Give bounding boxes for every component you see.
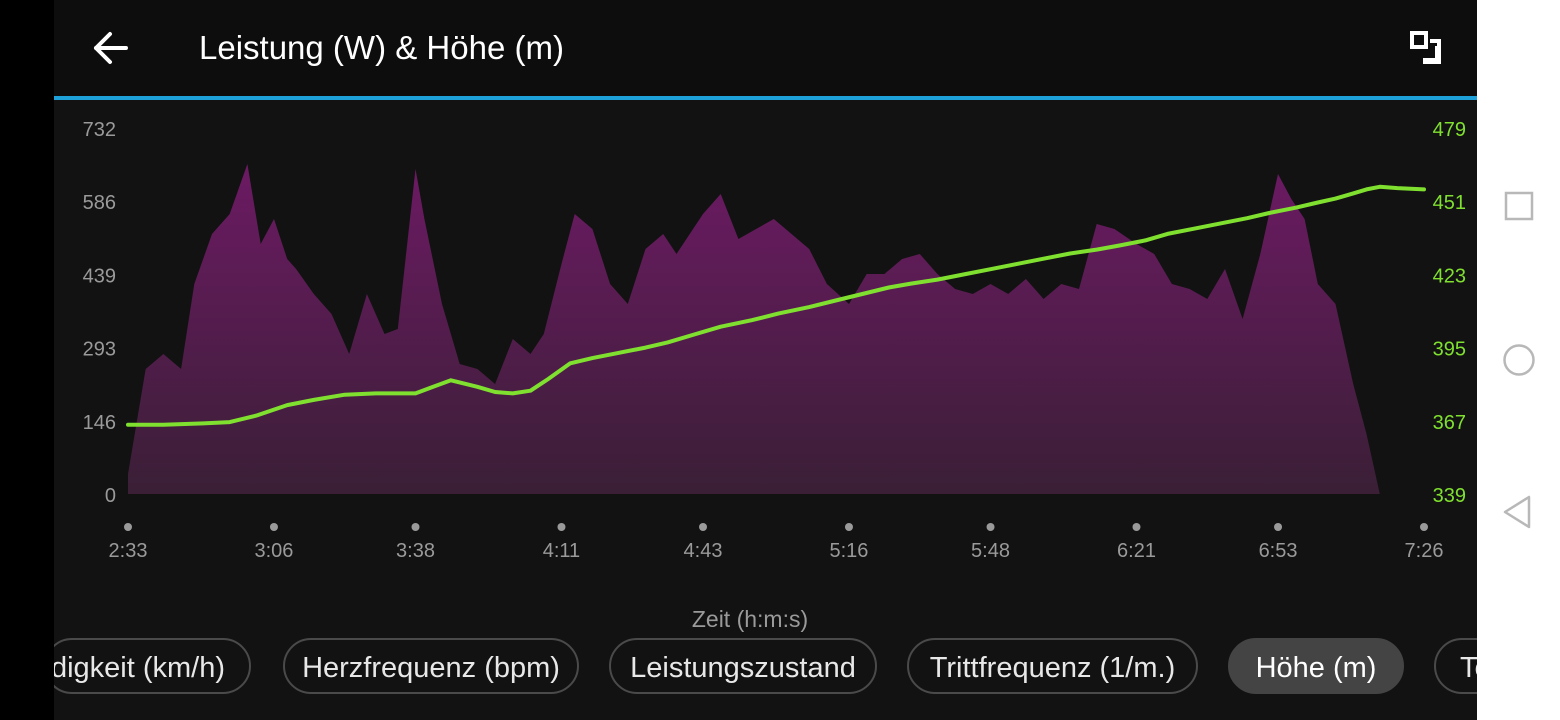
x-axis-tick-label: 5:48 [971, 540, 1010, 562]
expand-button[interactable] [1408, 30, 1448, 70]
app-header: Leistung (W) & Höhe (m) [54, 0, 1477, 96]
x-axis-tick-label: 3:06 [254, 540, 293, 562]
right-axis-tick-label: 367 [1433, 412, 1466, 434]
x-axis-tick-dot [699, 523, 708, 531]
x-axis-tick-label: 7:26 [1405, 540, 1444, 562]
back-button[interactable] [88, 26, 132, 70]
right-axis-tick-label: 451 [1433, 192, 1466, 214]
right-axis-tick-label: 339 [1433, 485, 1466, 507]
metric-pill[interactable]: Höhe (m) [1228, 638, 1404, 694]
metric-pill[interactable]: Te [1434, 638, 1477, 694]
x-axis-tick-dot [269, 523, 278, 531]
metric-pill[interactable]: Herzfrequenz (bpm) [283, 638, 579, 694]
left-axis-tick-label: 0 [105, 485, 116, 507]
x-axis-tick-dot [557, 523, 566, 531]
header-accent-line [54, 96, 1477, 100]
x-axis-tick-label: 2:33 [109, 540, 148, 562]
x-axis-tick-label: 6:21 [1117, 540, 1156, 562]
page-title: Leistung (W) & Höhe (m) [199, 29, 564, 66]
left-edge-bar [0, 0, 54, 720]
metric-pill[interactable]: digkeit (km/h) [54, 638, 251, 694]
right-axis-tick-label: 423 [1433, 265, 1466, 287]
x-axis-tick-label: 5:16 [830, 540, 869, 562]
arrow-left-icon [94, 32, 128, 64]
expand-icon [1410, 31, 1441, 64]
left-axis-tick-label: 732 [83, 119, 116, 141]
x-axis-tick-dot [844, 523, 853, 531]
x-axis-tick-label: 6:53 [1259, 540, 1298, 562]
system-nav-bar [1477, 0, 1560, 720]
x-axis-tick-dot [1132, 523, 1141, 531]
square-icon [1504, 191, 1534, 221]
x-axis-tick-label: 4:11 [543, 540, 580, 562]
x-axis-tick-label: 4:43 [684, 540, 723, 562]
x-axis-tick-dot [1420, 523, 1428, 531]
x-axis-tick-dot [411, 523, 420, 531]
metric-pill[interactable]: Trittfrequenz (1/m.) [907, 638, 1198, 694]
left-axis-tick-label: 293 [83, 339, 116, 361]
x-axis-tick-dot [986, 523, 995, 531]
x-axis-tick-dot [124, 523, 132, 531]
x-axis-tick-label: 3:38 [396, 540, 435, 562]
power-elevation-chart[interactable]: 732 586 439 293 146 0 479 451 423 395 367 339 2:33… [54, 100, 1477, 635]
left-axis-tick-label: 146 [83, 412, 116, 434]
x-axis-title: Zeit (h:m:s) [692, 606, 808, 632]
elevation-line-series [126, 184, 1426, 427]
power-area-series [128, 164, 1380, 494]
recents-button[interactable] [1499, 186, 1539, 226]
right-axis-tick-label: 479 [1433, 119, 1466, 141]
x-axis-tick-dot [1274, 523, 1283, 531]
triangle-back-icon [1503, 495, 1531, 529]
circle-icon [1503, 344, 1535, 376]
left-axis-tick-label: 586 [83, 192, 116, 214]
chart-screen: Leistung (W) & Höhe (m) 732 586 439 293 146 0… [54, 0, 1477, 720]
metric-pill[interactable]: Leistungszustand [609, 638, 877, 694]
left-axis-tick-label: 439 [83, 266, 116, 288]
right-axis-tick-label: 395 [1433, 339, 1466, 361]
home-button[interactable] [1499, 340, 1539, 380]
nav-back-button[interactable] [1499, 492, 1539, 532]
metric-selector: digkeit (km/h) Herzfrequenz (bpm) Leistung… [54, 638, 1477, 696]
